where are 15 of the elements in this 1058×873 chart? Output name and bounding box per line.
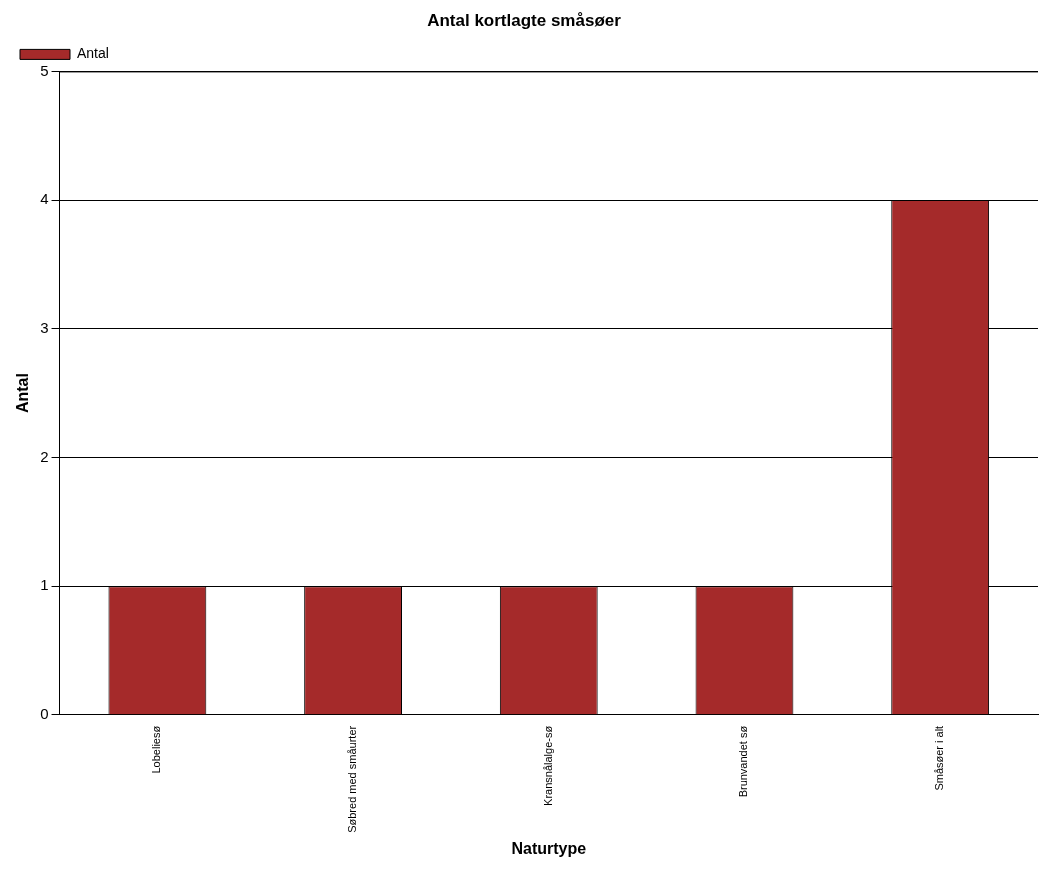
y-tick-label: 4 — [40, 190, 49, 208]
y-axis-title: Antal — [14, 373, 32, 414]
legend-label: Antal — [77, 45, 109, 62]
x-tick-label: Søbred med småurter — [346, 725, 359, 833]
x-axis-title: Naturtype — [511, 839, 587, 857]
y-tick-label: 1 — [40, 576, 49, 594]
x-tick-label: Brunvandet sø — [737, 725, 750, 798]
x-tick-label: Lobeliesø — [150, 725, 163, 774]
x-tick-label: Kransnålalge-sø — [541, 725, 554, 806]
y-tick-label: 0 — [40, 704, 49, 722]
chart-title: Antal kortlagte småsøer — [427, 10, 622, 30]
y-tick-label: 3 — [40, 318, 49, 336]
x-tick-label: Småsøer i alt — [933, 725, 946, 791]
y-tick-label: 5 — [40, 61, 49, 79]
y-tick-label: 2 — [40, 447, 49, 465]
